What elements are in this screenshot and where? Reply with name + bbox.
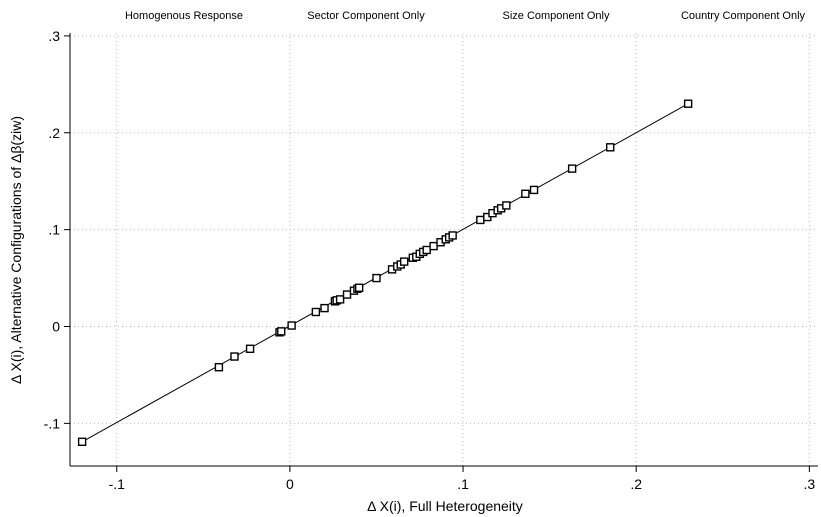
- data-point: [399, 257, 409, 266]
- x-tick-label: 0: [286, 476, 294, 492]
- x-tick-label: -.1: [109, 476, 126, 492]
- legend-item-label: Country Component Only: [681, 10, 806, 22]
- data-point: [311, 307, 321, 317]
- grid: [70, 33, 818, 466]
- axes: -.1 0 .1 .2 .3 -.1 0 .1 .2 .3: [44, 28, 818, 492]
- data-point: [529, 185, 539, 195]
- legend: Homogenous Response Sector Component Only…: [125, 10, 806, 22]
- data-point: [287, 321, 296, 330]
- series: [77, 99, 693, 446]
- data-point: [214, 362, 224, 372]
- data-point: [230, 352, 239, 361]
- data-point: [77, 437, 87, 446]
- data-point: [354, 283, 364, 292]
- data-point: [502, 201, 511, 210]
- legend-item-label: Size Component Only: [503, 10, 610, 22]
- y-tick-label: .3: [48, 28, 60, 44]
- x-tick-label: .3: [803, 476, 815, 492]
- fit-line: [81, 103, 689, 443]
- y-axis-title: Δ X(i), Alternative Configurations of Δβ…: [8, 116, 24, 384]
- x-tick-label: .2: [630, 476, 642, 492]
- data-point: [342, 290, 352, 299]
- x-tick-label: .1: [457, 476, 469, 492]
- data-point: [429, 241, 438, 251]
- data-point: [245, 344, 255, 353]
- data-point: [448, 231, 457, 240]
- legend-item-label: Homogenous Response: [125, 10, 243, 22]
- data-point: [476, 215, 485, 225]
- y-tick-label: .1: [48, 222, 60, 238]
- x-axis-title: Δ X(i), Full Heterogeneity: [367, 498, 523, 514]
- data-point: [567, 164, 577, 173]
- legend-item-label: Sector Component Only: [307, 10, 425, 22]
- data-point: [277, 327, 286, 336]
- y-tick-label: 0: [52, 319, 60, 335]
- data-point: [521, 189, 530, 199]
- data-point: [320, 303, 329, 313]
- y-tick-label: .2: [48, 125, 60, 141]
- data-point: [606, 143, 615, 152]
- data-point: [372, 273, 381, 283]
- y-tick-label: -.1: [44, 415, 61, 431]
- data-point: [683, 99, 693, 108]
- data-point: [335, 295, 345, 304]
- data-point: [422, 245, 431, 255]
